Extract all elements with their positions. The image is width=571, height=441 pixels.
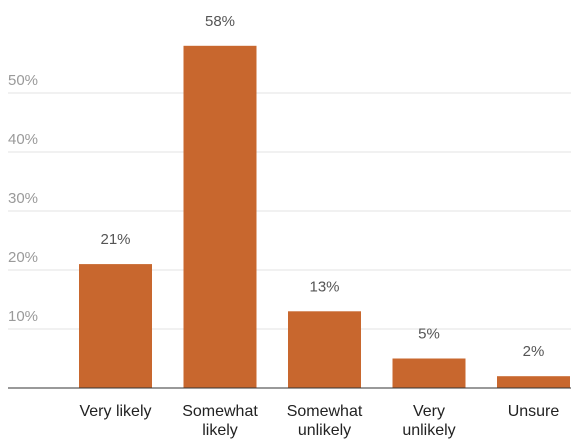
category-label-line: Very <box>413 403 445 420</box>
data-label: 2% <box>523 343 545 360</box>
data-label: 21% <box>100 231 130 248</box>
category-label: Somewhat unlikely <box>287 403 363 439</box>
bar <box>288 311 361 388</box>
category-label-line: Very likely <box>79 403 151 420</box>
category-label-line: Somewhat <box>182 403 258 420</box>
y-tick-label: 10% <box>8 308 38 325</box>
bar <box>79 264 152 388</box>
category-label: Very likely <box>79 403 151 420</box>
category-label-line: unlikely <box>298 422 351 439</box>
category-label-line: Unsure <box>508 403 560 420</box>
bar <box>497 376 570 388</box>
data-labels: 21% 58% 13% 5% 2% <box>100 13 544 360</box>
category-label-line: likely <box>202 422 238 439</box>
y-tick-label: 50% <box>8 72 38 89</box>
bar <box>392 358 466 388</box>
category-label-line: unlikely <box>402 422 455 439</box>
data-label: 13% <box>309 278 339 295</box>
data-label: 5% <box>418 326 440 343</box>
bars <box>79 45 570 389</box>
x-axis-category-labels: Very likely Somewhat likely Somewhat unlikel… <box>79 403 559 439</box>
category-label: Somewhat likely <box>182 403 258 439</box>
y-tick-label: 40% <box>8 131 38 148</box>
y-axis-tick-labels: 10% 20% 30% 40% 50% <box>8 72 38 325</box>
category-label: Unsure <box>508 403 560 420</box>
category-label-line: Somewhat <box>287 403 363 420</box>
bar <box>183 45 257 389</box>
y-tick-label: 30% <box>8 190 38 207</box>
data-label: 58% <box>205 13 235 30</box>
y-tick-label: 20% <box>8 249 38 266</box>
category-label: Very unlikely <box>402 403 455 439</box>
